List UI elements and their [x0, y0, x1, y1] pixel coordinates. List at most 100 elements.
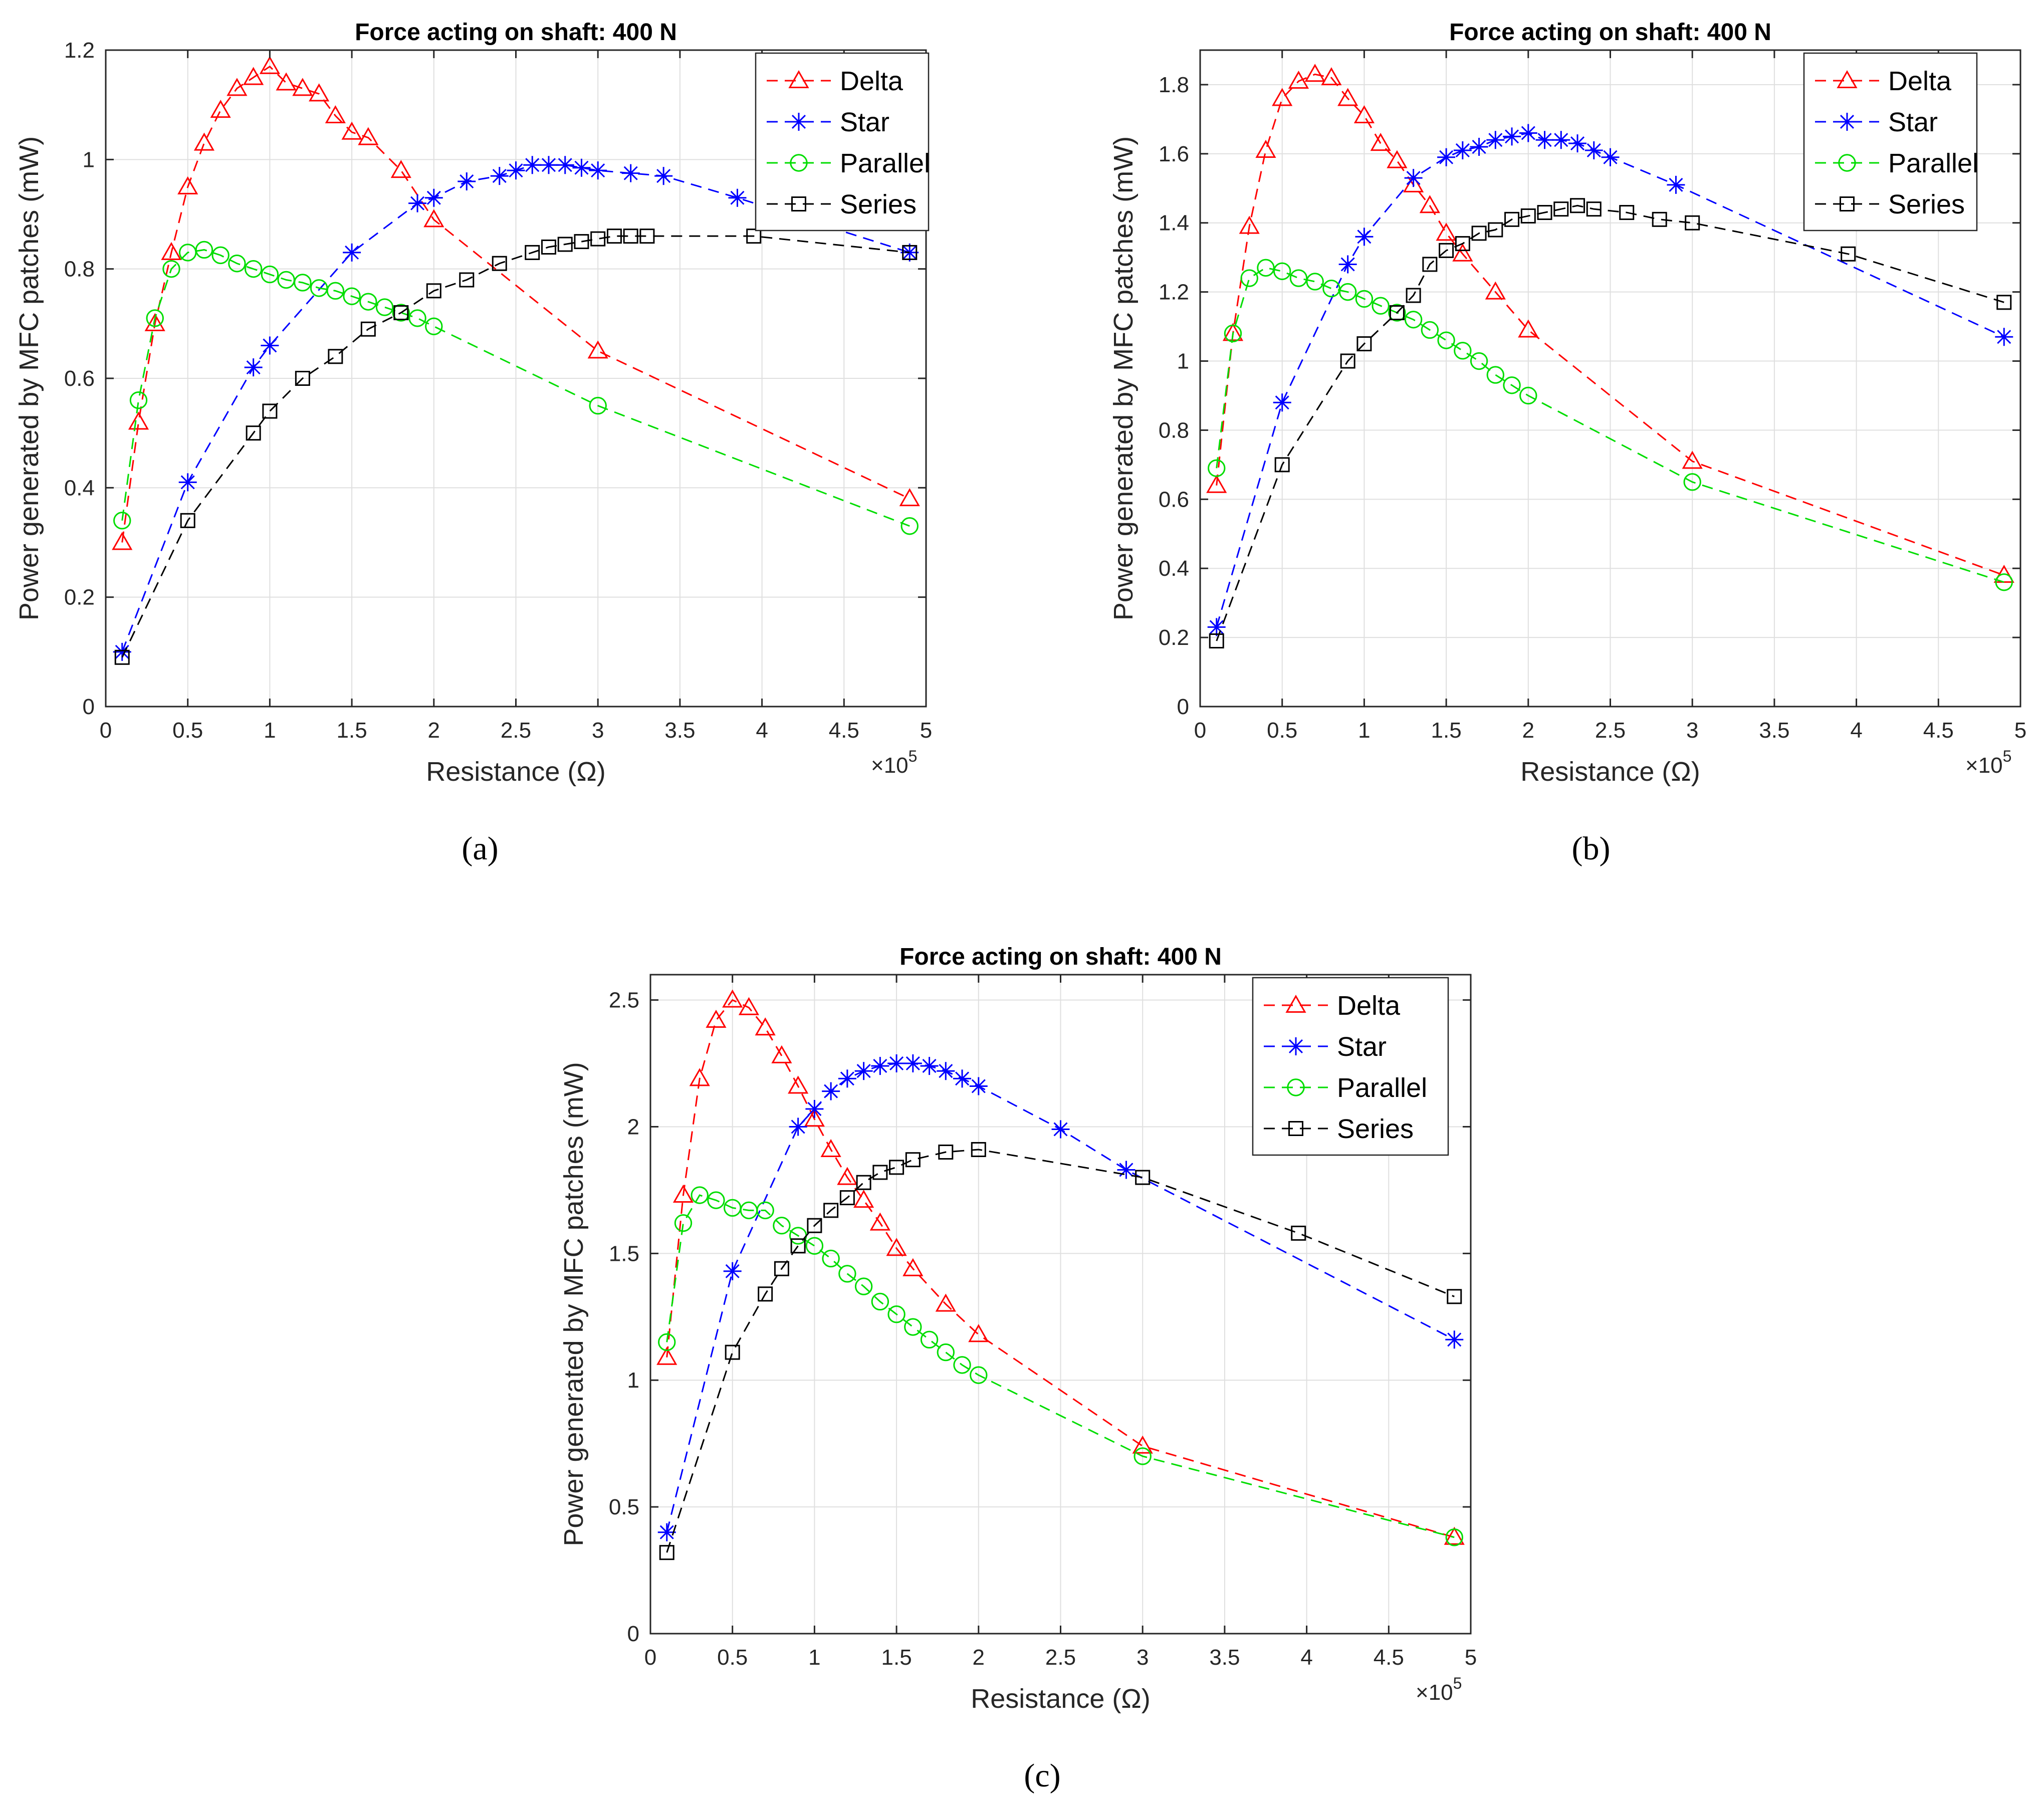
figure-caption: (b): [1572, 830, 1611, 867]
delta-point: [1436, 222, 1457, 241]
star-point: [854, 1062, 873, 1080]
series-point: [1619, 205, 1635, 220]
x-multiplier: ×105: [1965, 747, 2011, 778]
legend-label: Series: [840, 189, 917, 219]
series-point: [725, 1344, 740, 1360]
series-point: [590, 231, 606, 247]
parallel-point: [1503, 376, 1521, 394]
parallel-point: [408, 309, 426, 327]
legend-box: [1803, 52, 1978, 232]
star-point: [1207, 618, 1226, 636]
x-multiplier-exponent: 5: [909, 747, 918, 765]
x-tick-label: 2.5: [1045, 1645, 1076, 1670]
star-point: [805, 1100, 824, 1118]
y-tick-label: 1: [627, 1368, 639, 1393]
legend: Delta Star Parallel Series: [1252, 977, 1449, 1156]
x-tick-label: 4: [756, 718, 768, 743]
star-point: [937, 1062, 955, 1080]
series-point: [823, 1203, 839, 1218]
series-line: [1216, 204, 2004, 641]
series-point: [1209, 633, 1224, 648]
y-tick-label: 0.5: [609, 1495, 639, 1519]
series-point: [790, 1238, 806, 1254]
parallel-point: [129, 391, 148, 409]
star-point: [1404, 169, 1423, 187]
star-point: [113, 642, 131, 661]
series-line: [121, 235, 910, 658]
parallel-point: [691, 1186, 709, 1204]
series-point: [1841, 246, 1856, 262]
series-series: [1209, 198, 2012, 648]
legend-item-delta: Delta: [767, 66, 903, 96]
star-point: [1453, 141, 1472, 159]
x-multiplier-base: ×10: [1416, 1680, 1453, 1705]
y-axis-label: Power generated by MFC patches (mW): [14, 136, 44, 620]
parallel-point: [113, 512, 131, 530]
delta-point: [112, 532, 133, 550]
parallel-point: [658, 1333, 676, 1352]
series-point: [1471, 226, 1487, 241]
delta-point: [226, 78, 248, 96]
parallel-point: [1289, 269, 1308, 287]
legend-marker: [1287, 1037, 1305, 1055]
y-tick-label: 1: [1177, 349, 1189, 374]
delta-point: [755, 1017, 776, 1036]
legend-item-parallel: Parallel: [1815, 148, 1978, 178]
parallel-point: [871, 1292, 889, 1311]
x-tick-label: 0: [100, 718, 112, 743]
legend-item-delta: Delta: [1815, 66, 1952, 96]
x-tick-label: 3.5: [1759, 718, 1789, 743]
series-point: [1652, 211, 1667, 227]
series-point: [557, 237, 573, 252]
parallel-point: [1683, 473, 1701, 491]
delta-point: [1321, 67, 1342, 86]
x-axis-label: Resistance (Ω): [971, 1684, 1150, 1714]
x-axis-label: Resistance (Ω): [1520, 757, 1700, 787]
parallel-point: [1273, 262, 1291, 280]
legend-item-delta: Delta: [1264, 991, 1401, 1021]
delta-point: [276, 72, 297, 91]
star-point: [887, 1054, 906, 1073]
delta-point: [1337, 88, 1358, 106]
series-point: [1537, 205, 1552, 220]
parallel-point: [773, 1217, 791, 1235]
legend-item-parallel: Parallel: [1264, 1073, 1427, 1103]
parallel-point: [854, 1277, 873, 1295]
star-point: [838, 1069, 856, 1088]
parallel-point: [953, 1356, 971, 1374]
x-tick-label: 1: [264, 718, 276, 743]
star-point: [969, 1077, 988, 1095]
series-point: [525, 245, 540, 260]
delta-point: [358, 127, 379, 145]
x-tick-label: 4.5: [1374, 1645, 1404, 1670]
series-point: [459, 272, 475, 288]
series-point: [574, 234, 589, 250]
star-point: [556, 156, 574, 174]
y-tick-label: 1.8: [1159, 73, 1189, 97]
star-point: [1601, 148, 1620, 166]
delta-point: [1452, 243, 1473, 262]
x-multiplier: ×105: [1416, 1674, 1462, 1705]
series-point: [639, 229, 655, 244]
chart-c: 0 0.5 1 1.5 2 2.5 3 3.5 4 4.5 500.511.522.5×105For…: [559, 944, 1477, 1794]
delta-point: [1370, 133, 1391, 151]
parallel-point: [707, 1191, 725, 1209]
star-point: [1338, 255, 1357, 274]
x-tick-label: 2: [973, 1645, 985, 1670]
y-tick-label: 0.4: [1159, 556, 1189, 581]
legend-label: Star: [840, 107, 889, 137]
delta-point: [738, 997, 760, 1015]
legend-label: Series: [1888, 189, 1965, 219]
x-tick-label: 1.5: [337, 718, 367, 743]
parallel-point: [1388, 304, 1406, 322]
series-point: [180, 513, 195, 528]
x-tick-label: 0: [1194, 718, 1206, 743]
star-point: [490, 167, 509, 185]
series-point: [774, 1261, 789, 1276]
star-point: [903, 1054, 922, 1073]
x-tick-label: 1.5: [881, 1645, 912, 1670]
parallel-point: [343, 287, 361, 305]
delta-point: [144, 313, 165, 331]
legend-label: Delta: [1888, 66, 1952, 96]
